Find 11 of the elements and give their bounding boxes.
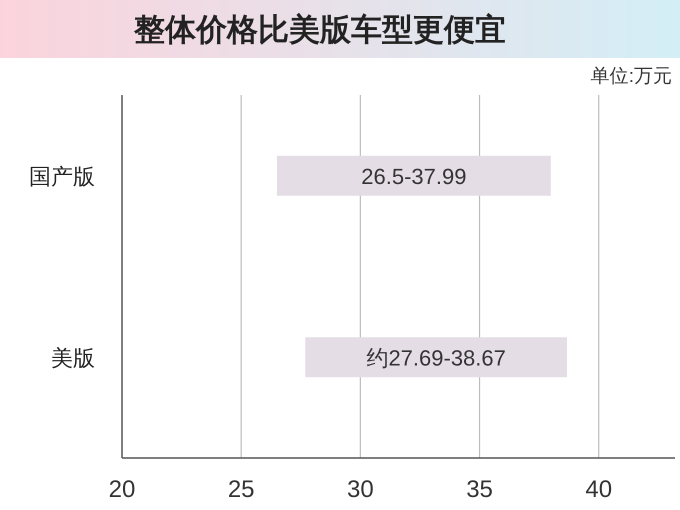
chart-title: 整体价格比美版车型更便宜 bbox=[133, 12, 506, 47]
x-tick-label: 30 bbox=[347, 476, 374, 503]
x-tick-label: 40 bbox=[585, 476, 612, 503]
text: 单位:万元 bbox=[590, 66, 672, 87]
x-tick-label: 35 bbox=[466, 476, 493, 503]
y-tick-label: 国产版 bbox=[29, 164, 95, 189]
x-tick-label: 20 bbox=[108, 476, 136, 503]
data-label: 26.5-37.99 bbox=[361, 164, 466, 189]
data-label: 约27.69-38.67 bbox=[366, 345, 506, 370]
y-tick-label: 美版 bbox=[51, 345, 95, 370]
x-tick-label: 25 bbox=[228, 476, 255, 503]
